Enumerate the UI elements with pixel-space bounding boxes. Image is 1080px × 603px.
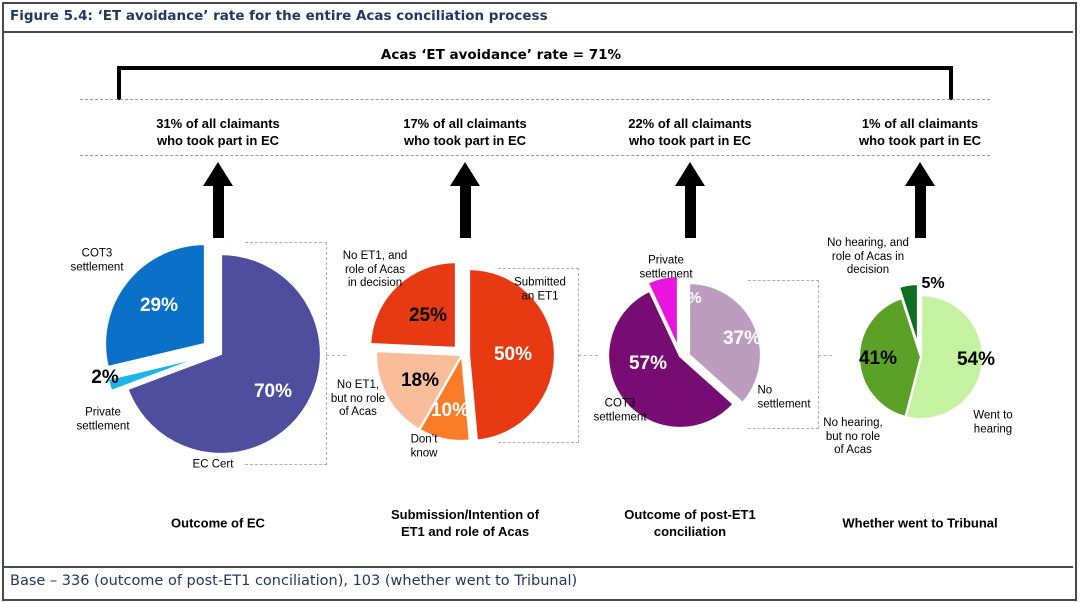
pie2-label-submitted-et1: Submitted an ET1 — [514, 276, 566, 303]
pie3-pct-cot3: 57% — [628, 353, 668, 374]
claim-outcome-of-ec: 31% of all claimants who took part in EC — [156, 116, 280, 148]
dashed-guide-line-bottom — [80, 155, 990, 156]
pie2-pct-dont-know: 10% — [430, 400, 470, 421]
pie1-pct-ec-cert: 70% — [253, 381, 293, 402]
pie4-label-no-hearing-role: No hearing, and role of Acas in decision — [827, 236, 909, 276]
up-arrow-shaft — [459, 186, 471, 238]
pie1-label-private-settlement: Private settlement — [76, 406, 130, 433]
dashed-connector — [818, 355, 832, 356]
up-arrow-head — [675, 162, 705, 186]
up-arrow — [450, 162, 480, 238]
up-arrow-head — [203, 162, 233, 186]
pie3-pct-private: 7% — [678, 290, 702, 307]
claim-submission-et1: 17% of all claimants who took part in EC — [403, 116, 527, 148]
pie1-pct-cot3: 29% — [139, 295, 179, 316]
up-arrow-head — [450, 162, 480, 186]
pie2-pct-submitted-et1: 50% — [493, 344, 533, 365]
caption-outcome-of-ec: Outcome of EC — [171, 515, 265, 531]
base-separator-line — [4, 566, 1073, 568]
pie-slice — [418, 353, 471, 443]
caption-post-et1: Outcome of post-ET1 conciliation — [624, 507, 756, 539]
caption-tribunal: Whether went to Tribunal — [842, 515, 998, 531]
claim-post-et1: 22% of all claimants who took part in EC — [628, 116, 752, 148]
bracket-bar — [117, 66, 953, 70]
pie1-pct-private: 2% — [91, 367, 119, 388]
pie4-pct-no-hearing-role: 5% — [921, 275, 945, 292]
pie3-label-no-settlement: No settlement — [757, 384, 811, 411]
pie2-pct-no-et1-role: 25% — [408, 305, 448, 326]
dashed-callout-box-no-settlement — [748, 280, 819, 429]
pie4-label-no-hearing-no-role: No hearing, but no role of Acas — [823, 416, 883, 456]
pie3-pct-no-settlement: 37% — [722, 328, 762, 349]
up-arrow-shaft — [684, 186, 696, 238]
bracket-left-leg — [117, 66, 121, 100]
base-note: Base – 336 (outcome of post-ET1 concilia… — [10, 573, 578, 589]
pie4-pct-went-to-hearing: 54% — [956, 349, 996, 370]
figure-title: Figure 5.4: ‘ET avoidance’ rate for the … — [10, 8, 548, 24]
title-separator-line — [4, 31, 1073, 33]
pie4-pct-no-hearing-no-role: 41% — [858, 348, 898, 369]
pie3-label-cot3-settlement: COT3 settlement — [593, 397, 647, 424]
dashed-callout-box-ec-cert — [245, 242, 327, 465]
up-arrow-head — [905, 162, 935, 186]
pie1-label-ec-cert: EC Cert — [192, 458, 234, 471]
pie1-label-cot3-settlement: COT3 settlement — [70, 247, 124, 274]
et-avoidance-rate-label: Acas ‘ET avoidance’ rate = 71% — [380, 47, 622, 63]
pie2-label-no-et1-no-role: No ET1, but no role of Acas — [330, 378, 386, 418]
dashed-guide-line-top — [80, 99, 990, 100]
bracket-right-leg — [949, 66, 953, 100]
caption-submission-et1: Submission/Intention of ET1 and role of … — [390, 507, 540, 539]
pie2-label-no-et1-role: No ET1, and role of Acas in decision — [342, 249, 408, 289]
pie-slice — [106, 354, 207, 393]
up-arrow-shaft — [914, 186, 926, 238]
pie-slice — [897, 282, 920, 348]
pie3-label-private-settlement: Private settlement — [639, 254, 693, 281]
up-arrow — [203, 162, 233, 238]
dashed-connector — [326, 355, 346, 356]
pie-slice — [646, 274, 680, 350]
up-arrow — [675, 162, 705, 238]
pie2-pct-no-et1-no-role: 18% — [400, 370, 440, 391]
claim-tribunal: 1% of all claimants who took part in EC — [858, 116, 982, 148]
pie2-label-dont-know: Don’t know — [410, 433, 438, 460]
pie4-label-went-to-hearing: Went to hearing — [973, 409, 1013, 436]
dashed-connector — [578, 355, 598, 356]
up-arrow — [905, 162, 935, 238]
up-arrow-shaft — [212, 186, 224, 238]
